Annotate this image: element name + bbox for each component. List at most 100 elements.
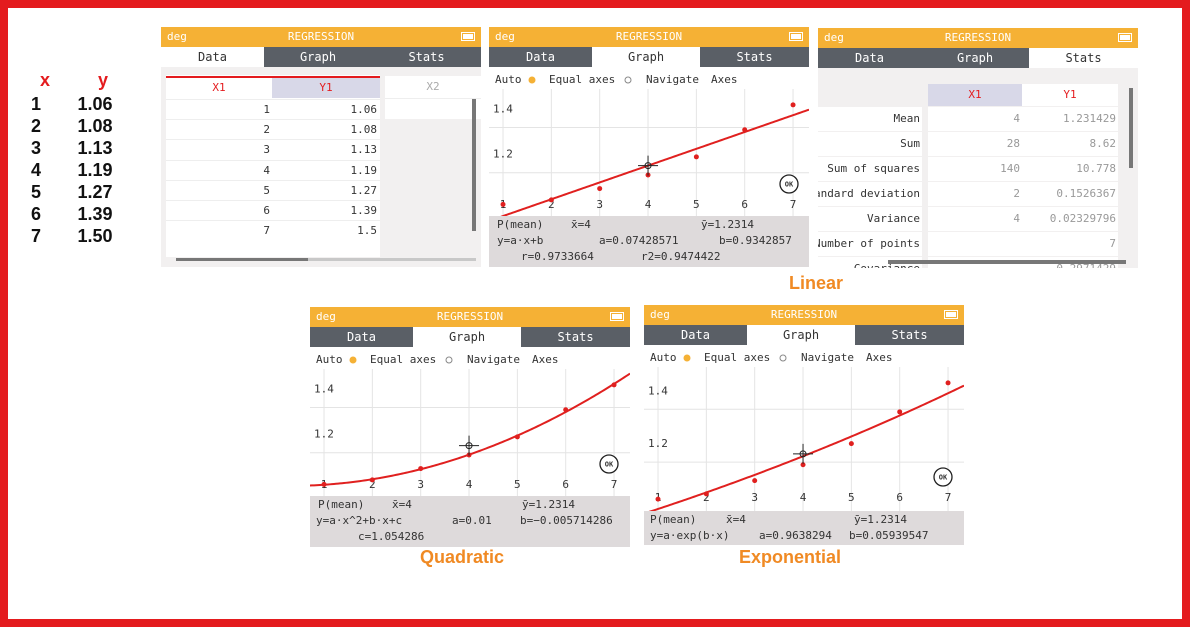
stat-label: Number of points <box>818 237 920 250</box>
table-cell: 2 <box>30 116 41 136</box>
info-text: y=a·x+b <box>497 234 543 247</box>
y-tick-label: 1.2 <box>648 437 668 450</box>
stat-label: Variance <box>867 212 920 225</box>
toggle-off <box>624 76 632 84</box>
toggle-on <box>528 76 536 84</box>
y-tick-label: 1.2 <box>314 428 334 441</box>
column-header: X1 <box>166 76 272 98</box>
x-tick-label: 5 <box>693 198 700 211</box>
tab[interactable]: Data <box>161 47 264 67</box>
tab[interactable]: Data <box>644 325 747 345</box>
info-box <box>489 216 809 267</box>
x-value: 7 <box>263 224 270 238</box>
stat-value: 8.62 <box>1089 137 1117 150</box>
calculator-screen: deg REGRESSION Data Graph Stats X1 Y1 Mean 4 1.23… <box>818 28 1138 268</box>
tab[interactable]: Data <box>489 47 592 67</box>
column-header: X2 <box>385 76 481 98</box>
table-cell: 4 <box>30 160 41 180</box>
stat-value: 1.231429 <box>1063 112 1116 125</box>
info-text: c=1.054286 <box>358 530 424 543</box>
data-point <box>897 409 903 415</box>
data-point <box>703 491 709 497</box>
ok-button[interactable] <box>599 454 619 474</box>
regression-curve <box>644 384 964 515</box>
table-cell: 6 <box>30 204 41 224</box>
tab[interactable]: Graph <box>747 325 855 345</box>
info-text: r=0.9733664 <box>521 250 594 263</box>
tab[interactable]: Stats <box>521 327 630 347</box>
row-line <box>166 139 380 141</box>
table-cell: 7 <box>30 226 41 246</box>
info-text: x̄=4 <box>392 498 412 511</box>
option: Axes <box>532 353 559 366</box>
mean-cursor <box>459 435 480 456</box>
data-point <box>514 434 520 440</box>
info-box <box>310 496 630 547</box>
column-header: Y1 <box>272 76 380 98</box>
angle-mode: deg <box>824 31 844 44</box>
x-tick-label: 7 <box>945 491 952 504</box>
tab[interactable]: Stats <box>1029 48 1138 68</box>
info-text: r2=0.9474422 <box>641 250 720 263</box>
cell <box>385 98 481 119</box>
data-point <box>597 186 603 192</box>
ok-button[interactable] <box>933 467 953 487</box>
scrollbar <box>1129 88 1133 168</box>
tab[interactable]: Graph <box>592 47 700 67</box>
tab[interactable]: Data <box>310 327 413 347</box>
x-tick-label: 3 <box>751 491 758 504</box>
tab[interactable]: Stats <box>700 47 809 67</box>
row-bg <box>928 132 1118 156</box>
status-bar: deg REGRESSION <box>644 305 964 325</box>
info-text: y=a·exp(b·x) <box>650 529 729 542</box>
stat-label: Covariance <box>854 262 920 268</box>
battery-icon <box>461 32 475 41</box>
data-point <box>611 382 617 388</box>
table-cell: 1.50 <box>77 226 113 246</box>
tab[interactable]: Stats <box>372 47 481 67</box>
cursor-ring <box>644 162 652 170</box>
row-bg <box>818 107 922 131</box>
row-bg <box>818 132 922 156</box>
x-tick-label: 2 <box>703 491 710 504</box>
y-value: 1.08 <box>350 123 378 137</box>
tab[interactable]: Graph <box>264 47 372 67</box>
option: Axes <box>711 73 738 86</box>
scrollbar <box>888 260 1126 264</box>
toggle-on <box>683 354 691 362</box>
calculator-screen: deg REGRESSION Data Graph Stats Auto Equal axe… <box>644 305 964 545</box>
info-text: a=0.9638294 <box>759 529 832 542</box>
status-bar: deg REGRESSION <box>310 307 630 327</box>
tab[interactable]: Data <box>818 48 921 68</box>
cursor-ring <box>465 442 473 450</box>
status-bar: deg REGRESSION <box>489 27 809 47</box>
y-value: 1.13 <box>350 143 378 157</box>
stat-value: 0.2971429 <box>1022 262 1116 268</box>
x-value: 4 <box>263 163 270 177</box>
stat-label: Standard deviation <box>818 187 920 200</box>
row-bg <box>818 182 922 206</box>
stat-label: Sum of squares <box>827 162 920 175</box>
row-line <box>166 179 380 181</box>
stat-value: 2 <box>1013 187 1020 200</box>
table-cell: 5 <box>30 182 41 202</box>
x-tick-label: 6 <box>741 198 748 211</box>
tab[interactable]: Graph <box>413 327 521 347</box>
battery-icon <box>1118 33 1132 42</box>
info-text: ȳ=1.2314 <box>854 513 907 526</box>
angle-mode: deg <box>316 310 336 323</box>
option: Auto <box>495 73 522 86</box>
ok-button[interactable] <box>779 174 799 194</box>
info-text: a=0.07428571 <box>599 234 678 247</box>
data-point <box>418 466 424 472</box>
data-point <box>655 496 661 502</box>
row-line <box>166 220 380 222</box>
scrollbar <box>176 258 308 261</box>
tab[interactable]: Stats <box>855 325 964 345</box>
row-bg <box>818 157 922 181</box>
option: Navigate <box>467 353 520 366</box>
tab[interactable]: Graph <box>921 48 1029 68</box>
row-line <box>166 200 380 201</box>
